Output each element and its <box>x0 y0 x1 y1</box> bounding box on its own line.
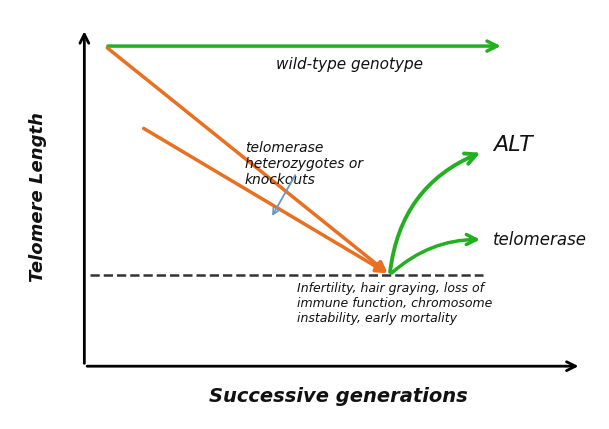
Text: Successive generations: Successive generations <box>209 387 467 406</box>
Text: wild-type genotype: wild-type genotype <box>276 57 423 72</box>
Text: ALT: ALT <box>493 135 533 154</box>
FancyArrowPatch shape <box>392 235 476 273</box>
Text: Telomere Length: Telomere Length <box>29 112 47 282</box>
FancyArrowPatch shape <box>390 154 476 272</box>
Text: telomerase
heterozygotes or
knockouts: telomerase heterozygotes or knockouts <box>245 141 363 187</box>
Text: telomerase: telomerase <box>493 230 587 248</box>
Text: Infertility, hair graying, loss of
immune function, chromosome
instability, earl: Infertility, hair graying, loss of immun… <box>297 282 492 325</box>
